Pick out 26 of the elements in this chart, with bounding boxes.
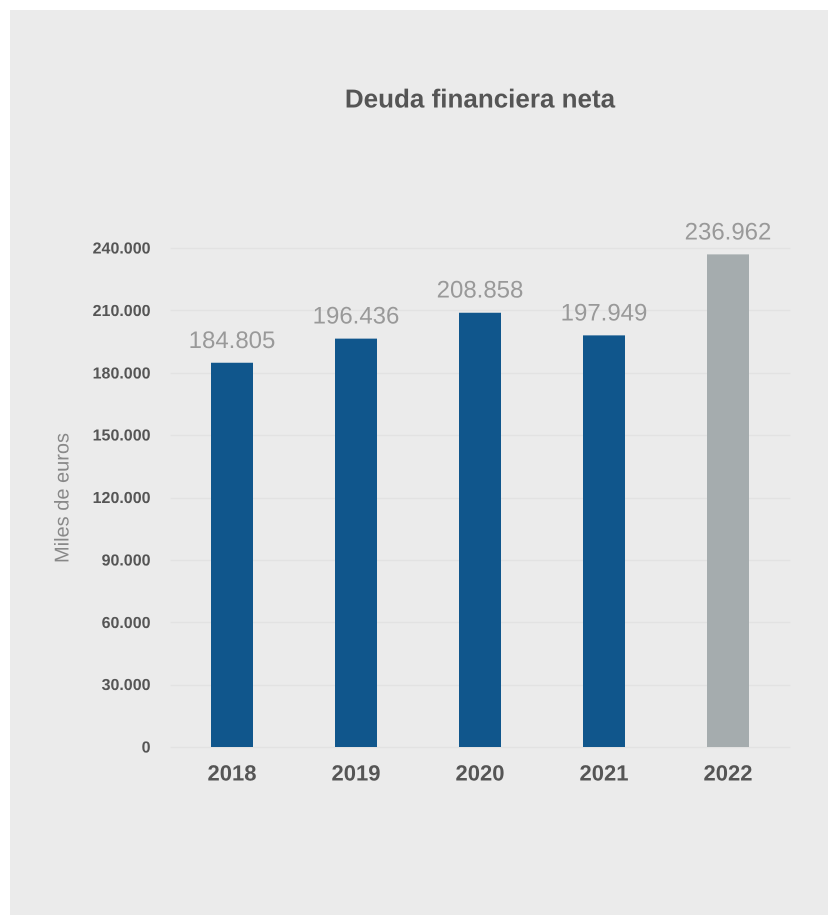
- bar: [211, 362, 253, 747]
- y-tick-label: 210.000: [92, 302, 151, 320]
- x-tick-label: 2018: [208, 760, 256, 786]
- y-tick-label: 120.000: [92, 490, 151, 507]
- x-tick-label: 2020: [456, 760, 504, 786]
- bar: [583, 335, 625, 747]
- data-label: 196.436: [312, 302, 400, 330]
- y-tick-label: 30.000: [102, 677, 151, 694]
- bar: [335, 338, 377, 747]
- y-tick-label: 240.000: [92, 240, 151, 258]
- y-axis-title: Miles de euros: [52, 432, 74, 564]
- y-tick-label: 60.000: [102, 614, 151, 632]
- chart-title: Deuda financiera neta: [344, 83, 616, 114]
- data-label: 236.962: [684, 218, 772, 246]
- y-tick-label: 180.000: [92, 365, 151, 382]
- y-tick-label: 150.000: [92, 428, 151, 445]
- x-tick-label: 2019: [332, 760, 380, 786]
- data-label: 208.858: [436, 276, 524, 304]
- x-tick-label: 2022: [704, 760, 752, 786]
- bar: [459, 312, 501, 747]
- y-tick-label: 90.000: [102, 552, 151, 570]
- data-label: 184.805: [188, 326, 276, 354]
- x-tick-label: 2021: [580, 760, 628, 786]
- bar: [707, 254, 749, 747]
- y-tick-label: 0: [142, 740, 151, 756]
- data-label: 197.949: [560, 299, 648, 326]
